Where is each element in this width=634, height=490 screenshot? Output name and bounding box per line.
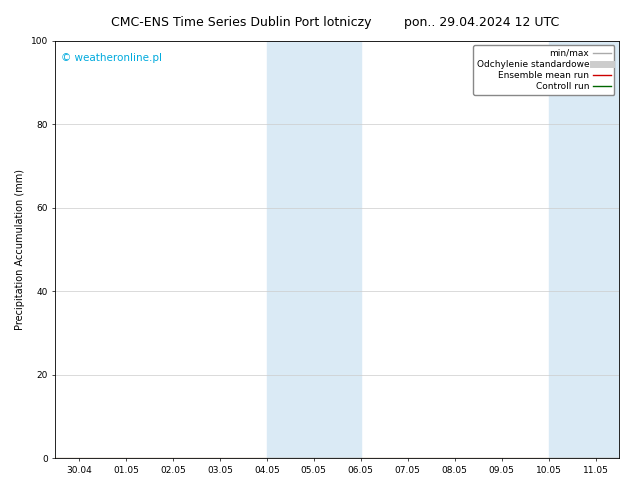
Text: pon.. 29.04.2024 12 UTC: pon.. 29.04.2024 12 UTC: [404, 16, 559, 29]
Legend: min/max, Odchylenie standardowe, Ensemble mean run, Controll run: min/max, Odchylenie standardowe, Ensembl…: [473, 45, 614, 95]
Bar: [267, 41, 361, 458]
Text: © weatheronline.pl: © weatheronline.pl: [61, 53, 162, 63]
Text: CMC-ENS Time Series Dublin Port lotniczy: CMC-ENS Time Series Dublin Port lotniczy: [111, 16, 371, 29]
Bar: [548, 41, 619, 458]
Y-axis label: Precipitation Accumulation (mm): Precipitation Accumulation (mm): [15, 169, 25, 330]
